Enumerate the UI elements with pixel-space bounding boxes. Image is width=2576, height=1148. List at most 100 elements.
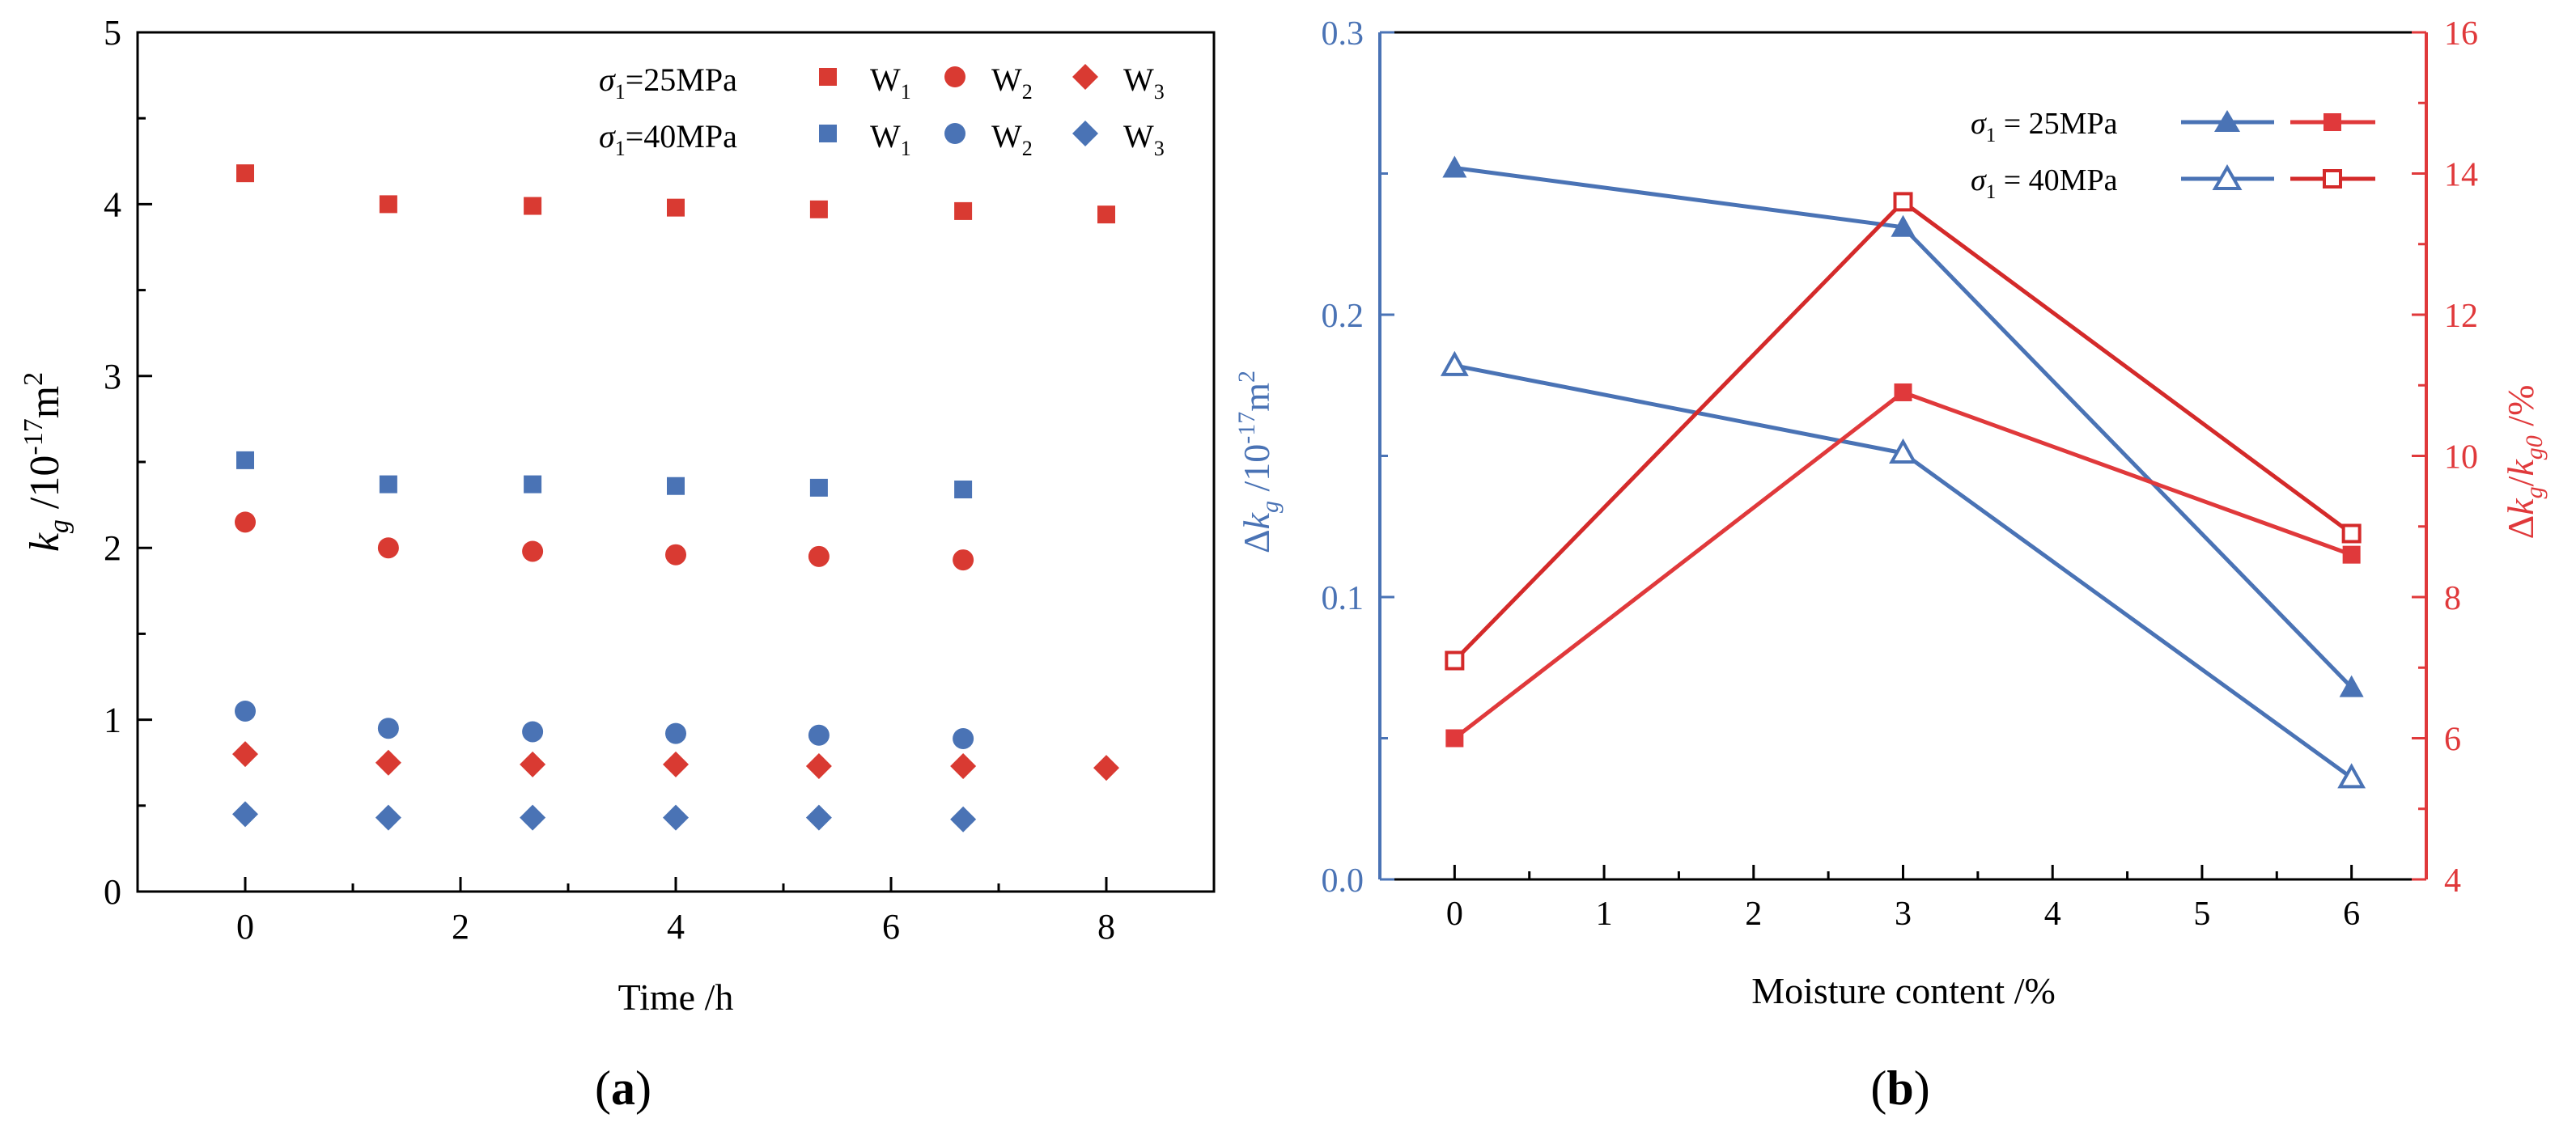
b-xtick-label: 6	[2343, 896, 2360, 933]
a-xtick-label: 0	[236, 907, 254, 947]
a-xtick-label: 6	[882, 907, 900, 947]
panel-b-legend-row-2-label: σ1 = 40MPa	[1971, 163, 2118, 203]
a-point-25MPa-w2	[953, 549, 974, 571]
a-ytick-label: 0	[104, 872, 121, 912]
panel-b-legend-row-1-label: σ1 = 25MPa	[1971, 107, 2118, 146]
a-point-40MPa-w3	[232, 801, 258, 828]
b-left-ytick-label: 0.2	[1322, 298, 1364, 335]
a-point-25MPa-w1	[809, 200, 828, 218]
b-xtick-label: 0	[1446, 896, 1463, 933]
b-point-series-3	[1445, 650, 1465, 671]
panel-b-caption-letter: b	[1886, 1061, 1913, 1115]
legend-a-40-w2-marker	[944, 123, 965, 144]
b-point-series-0	[1442, 155, 1467, 178]
a-point-40MPa-w3	[805, 804, 832, 831]
b-right-ytick-label: 8	[2444, 580, 2461, 617]
b-xtick-label: 4	[2044, 896, 2061, 933]
panel-a-legend-row-1-label: σ1=25MPa	[599, 61, 737, 104]
a-xtick-label: 8	[1097, 907, 1115, 947]
b-left-ytick-label: 0.1	[1322, 580, 1364, 617]
panel-b-legend: σ1 = 25MPa σ1 = 40MPa	[1971, 107, 2375, 203]
b-point-series-3	[1893, 192, 1913, 212]
a-point-40MPa-w2	[235, 700, 256, 722]
b-series-line-3	[1453, 199, 2353, 663]
panel-b-right-y-label: Δkg/kg0 /%	[2500, 385, 2548, 540]
legend-a-25-w3-label: W3	[1123, 61, 1165, 104]
b-right-ytick-label: 12	[2444, 298, 2478, 335]
a-point-40MPa-w3	[950, 806, 977, 832]
legend-a-40-w3-label: W3	[1123, 118, 1165, 160]
a-point-40MPa-w1	[236, 451, 254, 469]
legend-a-40-w3-marker	[1072, 121, 1098, 146]
legend-a-40-w1-marker	[819, 125, 837, 142]
panel-a: 0 1 2 3 4 5 0 2 4 6 8 kg /10-17m2 Time /h (a) σ1=2…	[19, 13, 1216, 1115]
panel-a-x-label: Time /h	[618, 976, 734, 1018]
b-xtick-label: 2	[1745, 896, 1762, 933]
legend-b-25-red-square	[2323, 113, 2341, 131]
a-point-25MPa-w3	[950, 752, 977, 779]
a-point-25MPa-w1	[954, 201, 973, 220]
a-ytick-label: 3	[104, 357, 121, 396]
panel-a-caption-letter: a	[611, 1061, 635, 1115]
a-point-25MPa-w3	[805, 752, 832, 779]
a-ytick-label: 1	[104, 701, 121, 740]
a-point-25MPa-w1	[524, 197, 542, 215]
b-left-ytick-label: 0.0	[1322, 862, 1364, 900]
panel-b-caption: (b)	[1870, 1061, 1929, 1115]
a-point-40MPa-w1	[667, 477, 685, 495]
b-point-series-1	[1440, 350, 1469, 376]
a-point-25MPa-w3	[375, 749, 401, 776]
b-right-ytick-label: 16	[2444, 15, 2478, 53]
a-point-25MPa-w2	[235, 511, 256, 533]
b-point-series-2	[2342, 545, 2361, 564]
b-series-line-1	[1454, 363, 2353, 780]
b-point-series-1	[1889, 438, 1917, 464]
a-point-40MPa-w1	[809, 478, 828, 497]
panel-a-legend-row-2-label: σ1=40MPa	[599, 118, 737, 160]
a-point-25MPa-w3	[663, 751, 689, 777]
legend-b-25-blue-triangle	[2214, 110, 2240, 132]
legend-b-40-blue-triangle	[2212, 163, 2243, 190]
b-xtick-label: 1	[1596, 896, 1613, 933]
a-ytick-label: 4	[104, 184, 121, 224]
a-xtick-label: 2	[452, 907, 469, 947]
legend-a-25-w2-marker	[944, 66, 965, 87]
b-left-ytick-label: 0.3	[1322, 15, 1364, 53]
a-point-25MPa-w1	[236, 164, 254, 183]
a-point-25MPa-w2	[522, 540, 544, 562]
panel-a-caption: (a)	[595, 1061, 651, 1115]
b-point-series-3	[2341, 523, 2362, 544]
a-point-40MPa-w3	[375, 804, 401, 831]
b-xtick-label: 5	[2193, 896, 2210, 933]
panel-a-y-label: kg /10-17m2	[19, 372, 74, 552]
a-point-40MPa-w2	[808, 724, 830, 746]
a-point-25MPa-w1	[667, 198, 685, 217]
a-point-40MPa-w1	[379, 475, 397, 494]
b-point-series-2	[1894, 383, 1912, 401]
b-right-ytick-label: 6	[2444, 722, 2461, 759]
a-ytick-label: 5	[104, 13, 121, 53]
b-right-ytick-label: 14	[2444, 157, 2478, 194]
a-point-40MPa-w2	[953, 727, 974, 749]
a-point-25MPa-w3	[1093, 755, 1119, 782]
a-point-25MPa-w1	[379, 195, 397, 214]
a-point-25MPa-w1	[1097, 205, 1115, 224]
b-point-series-0	[2339, 675, 2364, 697]
a-xtick-label: 4	[667, 907, 685, 947]
a-point-25MPa-w3	[520, 751, 546, 777]
a-point-40MPa-w3	[663, 804, 689, 831]
a-point-40MPa-w2	[377, 718, 399, 739]
legend-a-25-w1-marker	[819, 68, 837, 86]
panel-b-x-label: Moisture content /%	[1751, 970, 2056, 1011]
a-point-40MPa-w1	[524, 475, 542, 494]
legend-a-40-w1-label: W1	[870, 118, 911, 160]
b-point-series-1	[2337, 763, 2366, 789]
b-xtick-label: 3	[1895, 896, 1912, 933]
a-point-25MPa-w3	[232, 741, 258, 768]
b-right-ytick-label: 4	[2444, 862, 2461, 900]
panel-b-left-y-label: Δkg /10-17m2	[1233, 371, 1284, 553]
a-point-25MPa-w2	[808, 545, 830, 567]
legend-a-40-w2-label: W2	[991, 118, 1033, 160]
legend-b-40-red-square	[2323, 169, 2342, 189]
